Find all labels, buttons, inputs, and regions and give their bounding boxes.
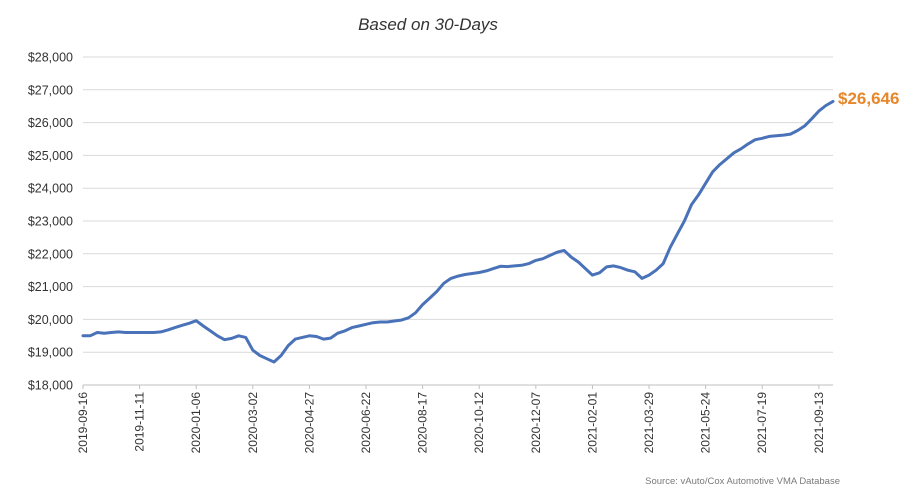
x-tick-label: 2020-04-27 [302,392,316,454]
y-tick-label: $19,000 [28,346,73,360]
x-tick-label: 2020-12-07 [529,392,543,454]
x-tick-label: 2020-01-06 [189,392,203,454]
x-tick-label: 2021-09-13 [812,392,826,454]
x-tick-label: 2020-06-22 [359,392,373,454]
x-tick-label: 2019-09-16 [76,392,90,454]
y-tick-label: $22,000 [28,247,73,261]
y-tick-label: $27,000 [28,83,73,97]
y-axis-ticks: $18,000 $19,000 $20,000 $21,000 $22,000 $23,0… [28,51,73,393]
x-tick-label: 2021-02-01 [585,392,599,454]
y-tick-label: $21,000 [28,280,73,294]
y-tick-label: $18,000 [28,379,73,393]
y-tick-label: $23,000 [28,215,73,229]
gridlines [83,56,833,386]
x-tick-label: 2021-03-29 [642,392,656,454]
series-line-price [81,99,835,364]
y-tick-label: $26,000 [28,116,73,130]
y-tick-label: $28,000 [28,51,73,65]
y-tick-label: $25,000 [28,149,73,163]
x-tick-label: 2021-07-19 [755,392,769,454]
x-tick-label: 2019-11-11 [133,392,147,452]
y-tick-label: $20,000 [28,313,73,327]
x-tick-label: 2020-08-17 [416,392,430,454]
chart-title: Based on 30-Days [358,15,498,34]
source-note: Source: vAuto/Cox Automotive VMA Databas… [645,476,840,487]
y-tick-label: $24,000 [28,182,73,196]
end-value-label: $26,646 [838,89,899,108]
x-axis-ticks: 2019-09-16 2019-11-11 2020-01-06 2020-03-02… [76,385,826,453]
x-tick-label: 2020-10-12 [472,392,486,454]
x-tick-label: 2020-03-02 [246,392,260,454]
x-tick-label: 2021-05-24 [699,392,713,454]
